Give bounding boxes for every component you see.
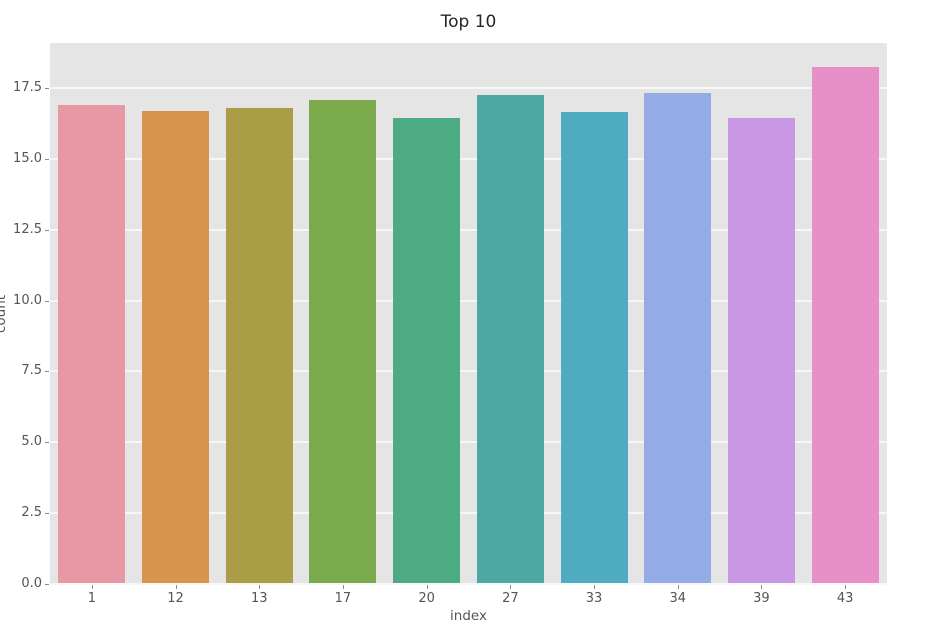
- y-gridline: [50, 582, 887, 585]
- y-tick-label: 10.0: [13, 292, 42, 308]
- y-gridline: [50, 441, 887, 443]
- x-tick-mark: [510, 584, 512, 589]
- x-axis-label: index: [450, 608, 487, 624]
- y-gridline: [50, 511, 887, 514]
- bar-39: [727, 117, 795, 584]
- x-tick-label: 20: [418, 590, 435, 606]
- x-tick-label: 17: [334, 590, 352, 606]
- x-tick-label: 43: [836, 590, 854, 606]
- y-tick-label: 17.5: [13, 80, 42, 96]
- y-gridline: [50, 158, 887, 161]
- y-tick-mark: [45, 88, 49, 90]
- y-tick-label: 12.5: [13, 221, 42, 237]
- y-gridline: [50, 370, 887, 373]
- y-tick-mark: [45, 512, 49, 514]
- bar-34: [644, 92, 712, 584]
- bar-33: [560, 112, 628, 584]
- x-tick-label: 1: [87, 590, 96, 606]
- y-tick-mark: [45, 229, 49, 231]
- y-tick-label: 0.0: [21, 575, 42, 591]
- x-tick-label: 12: [167, 590, 184, 606]
- y-tick-label: 5.0: [21, 434, 42, 449]
- y-tick-mark: [45, 300, 49, 302]
- y-tick-mark: [45, 583, 49, 585]
- x-tick-mark: [677, 584, 679, 589]
- x-tick-mark: [594, 584, 596, 589]
- y-tick-mark: [45, 442, 49, 443]
- bar-13: [225, 108, 293, 584]
- bar-20: [393, 117, 461, 584]
- x-tick-label: 39: [753, 590, 770, 606]
- x-tick-mark: [91, 584, 93, 589]
- x-tick-mark: [761, 584, 763, 589]
- y-tick-mark: [45, 371, 49, 373]
- x-tick-label: 33: [585, 590, 603, 606]
- x-tick-label: 34: [669, 590, 687, 606]
- x-tick-label: 13: [250, 590, 268, 606]
- bar-17: [309, 99, 377, 584]
- chart-title: Top 10: [440, 12, 497, 32]
- x-tick-mark: [342, 584, 344, 589]
- y-tick-label: 7.5: [21, 363, 42, 379]
- y-tick-label: 2.5: [21, 504, 42, 520]
- x-tick-mark: [259, 584, 261, 589]
- y-tick-mark: [45, 159, 49, 161]
- bar-27: [476, 95, 544, 584]
- x-tick-label: 27: [502, 590, 519, 606]
- x-tick-mark: [175, 584, 177, 589]
- y-gridline: [50, 299, 887, 302]
- y-gridline: [50, 87, 887, 90]
- y-gridline: [50, 228, 887, 231]
- bar-43: [811, 67, 879, 584]
- x-tick-mark: [426, 584, 428, 589]
- bar-1: [58, 105, 126, 584]
- bar-12: [142, 110, 210, 584]
- x-tick-mark: [845, 584, 847, 589]
- y-tick-label: 15.0: [13, 151, 42, 167]
